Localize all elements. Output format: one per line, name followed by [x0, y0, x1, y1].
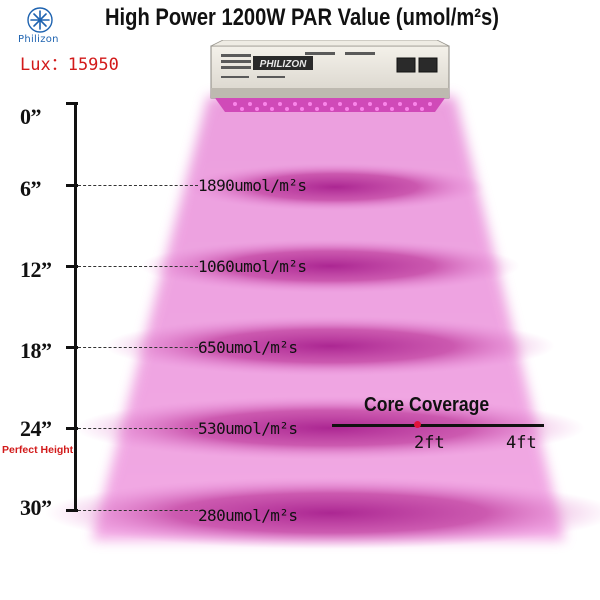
- brand-name: Philizon: [18, 34, 59, 45]
- par-band-1: [185, 163, 485, 211]
- par-value-30in: 280umol/m²s: [198, 506, 298, 525]
- coverage-scale-line: [332, 424, 544, 427]
- depth-label-24: 24”: [20, 416, 52, 441]
- lamp-label: PHILIZON: [260, 59, 307, 70]
- depth-label-0: 0”: [20, 104, 42, 129]
- page-title: High Power 1200W PAR Value (umol/m²s): [105, 4, 499, 31]
- ruler-tick: [66, 346, 78, 349]
- depth-guide-line: [78, 347, 198, 348]
- par-band-4: [75, 396, 585, 460]
- ruler-tick: [66, 102, 78, 105]
- par-value-6in: 1890umol/m²s: [198, 176, 307, 195]
- par-band-5: [45, 477, 600, 549]
- core-coverage-title: Core Coverage: [364, 394, 490, 416]
- ruler-tick: [66, 265, 78, 268]
- par-value-18in: 650umol/m²s: [198, 338, 298, 357]
- depth-label-6: 6”: [20, 176, 42, 201]
- par-value-24in: 530umol/m²s: [198, 419, 298, 438]
- snowflake-logo-icon: [27, 7, 53, 33]
- grow-light-fixture: PHILIZON: [210, 40, 450, 112]
- coverage-center-dot: [414, 421, 421, 428]
- depth-guide-line: [78, 428, 198, 429]
- depth-guide-line: [78, 266, 198, 267]
- ruler-tick: [66, 427, 78, 430]
- coverage-tick-2ft: 2ft: [414, 433, 445, 453]
- lux-value: Lux：15950: [20, 55, 119, 75]
- perfect-height-label: Perfect Height: [2, 444, 74, 456]
- depth-guide-line: [78, 510, 198, 511]
- depth-label-30: 30”: [20, 495, 52, 520]
- height-ruler: [74, 102, 77, 512]
- depth-label-12: 12”: [20, 257, 52, 282]
- depth-label-18: 18”: [20, 338, 52, 363]
- par-band-3: [105, 316, 555, 376]
- par-value-12in: 1060umol/m²s: [198, 257, 307, 276]
- coverage-tick-4ft: 4ft: [506, 433, 537, 453]
- ruler-tick: [66, 509, 78, 512]
- ruler-tick: [66, 184, 78, 187]
- depth-guide-line: [78, 185, 198, 186]
- par-band-2: [140, 239, 520, 293]
